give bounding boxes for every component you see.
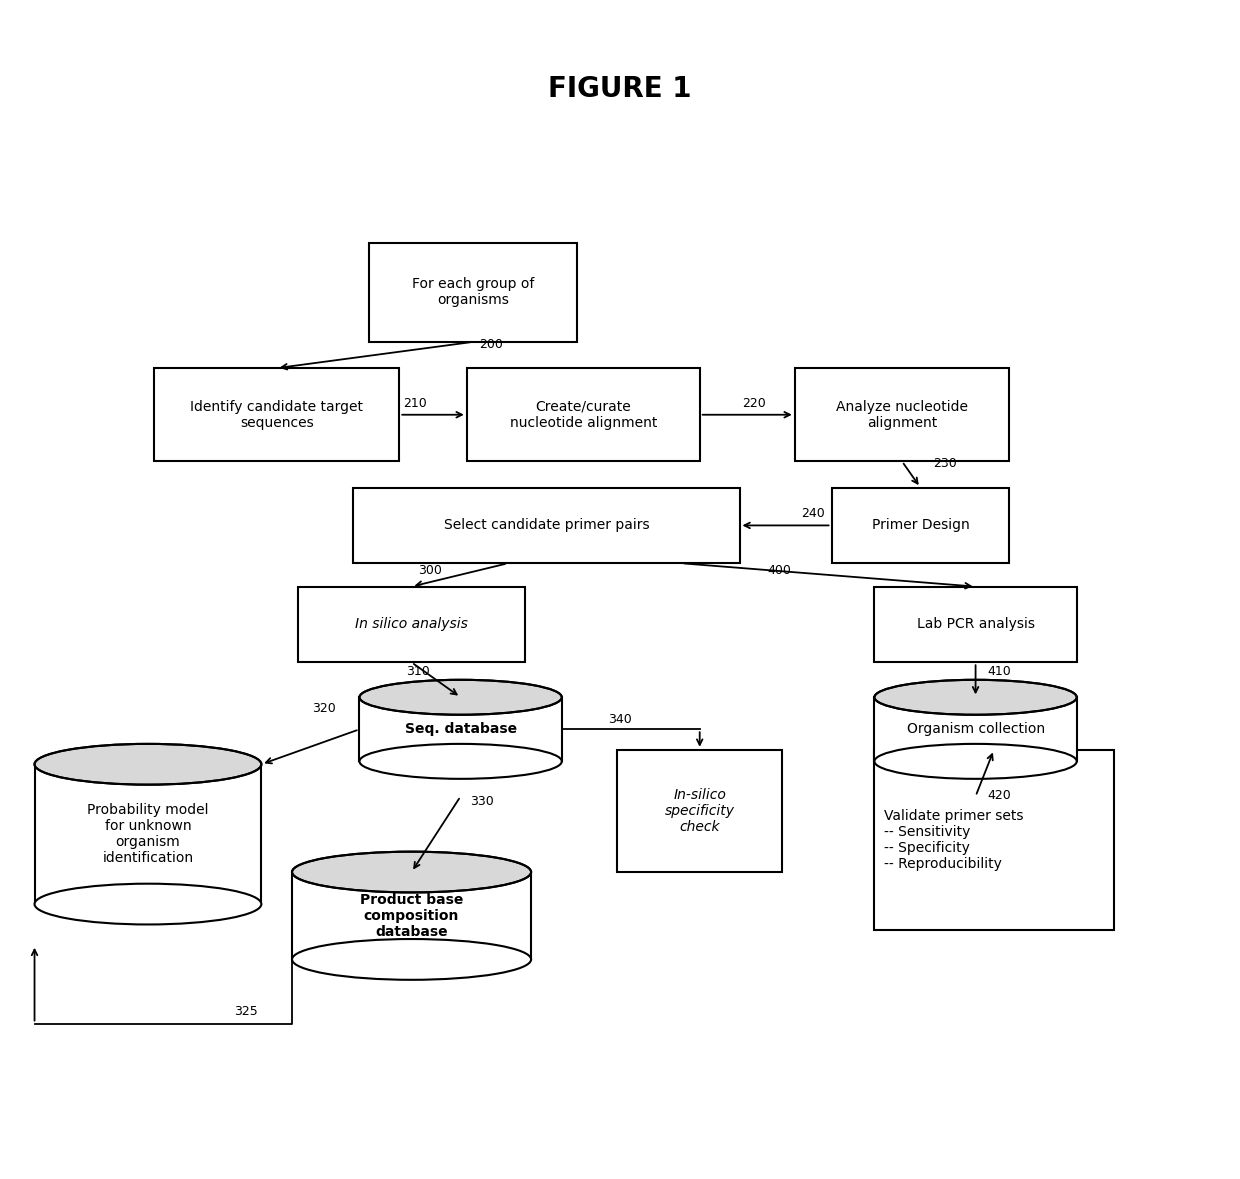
Text: Product base
composition
database: Product base composition database — [360, 893, 464, 938]
FancyBboxPatch shape — [353, 488, 739, 564]
Text: Identify candidate target
sequences: Identify candidate target sequences — [190, 400, 363, 430]
Ellipse shape — [35, 744, 262, 785]
Text: In-silico
specificity
check: In-silico specificity check — [665, 788, 734, 834]
Text: 310: 310 — [407, 665, 430, 678]
Text: Analyze nucleotide
alignment: Analyze nucleotide alignment — [836, 400, 968, 430]
FancyBboxPatch shape — [874, 750, 1114, 930]
Ellipse shape — [291, 938, 531, 980]
Text: Create/curate
nucleotide alignment: Create/curate nucleotide alignment — [510, 400, 657, 430]
FancyBboxPatch shape — [154, 368, 399, 461]
Text: In silico analysis: In silico analysis — [355, 618, 467, 632]
FancyBboxPatch shape — [618, 750, 782, 872]
Text: Select candidate primer pairs: Select candidate primer pairs — [444, 519, 650, 533]
Ellipse shape — [291, 851, 531, 893]
FancyBboxPatch shape — [360, 697, 562, 762]
FancyBboxPatch shape — [832, 488, 1009, 564]
Text: 330: 330 — [470, 795, 495, 808]
Text: 200: 200 — [479, 338, 503, 351]
Text: For each group of
organisms: For each group of organisms — [412, 277, 534, 308]
Ellipse shape — [874, 744, 1076, 779]
Text: 220: 220 — [743, 396, 766, 409]
Text: 410: 410 — [988, 665, 1012, 678]
Text: 320: 320 — [311, 702, 336, 714]
Text: 340: 340 — [609, 713, 632, 726]
FancyBboxPatch shape — [874, 697, 1076, 762]
Text: Probability model
for unknown
organism
identification: Probability model for unknown organism i… — [87, 803, 208, 865]
Text: 420: 420 — [988, 789, 1012, 802]
Text: 325: 325 — [234, 1005, 258, 1017]
Ellipse shape — [35, 884, 262, 924]
FancyBboxPatch shape — [466, 368, 699, 461]
Text: 230: 230 — [932, 457, 956, 470]
Ellipse shape — [874, 680, 1076, 714]
Text: Lab PCR analysis: Lab PCR analysis — [916, 618, 1034, 632]
Text: Validate primer sets
-- Sensitivity
-- Specificity
-- Reproducibility: Validate primer sets -- Sensitivity -- S… — [884, 809, 1024, 871]
FancyBboxPatch shape — [874, 587, 1076, 663]
Text: Organism collection: Organism collection — [906, 723, 1044, 737]
Ellipse shape — [360, 680, 562, 714]
Text: 300: 300 — [418, 565, 443, 578]
Text: 210: 210 — [403, 396, 427, 409]
Text: 240: 240 — [801, 507, 825, 520]
Text: FIGURE 1: FIGURE 1 — [548, 74, 692, 103]
Text: Seq. database: Seq. database — [404, 723, 517, 737]
FancyBboxPatch shape — [298, 587, 525, 663]
FancyBboxPatch shape — [291, 872, 531, 960]
FancyBboxPatch shape — [795, 368, 1009, 461]
Text: 400: 400 — [768, 565, 791, 578]
Ellipse shape — [360, 744, 562, 779]
Text: Primer Design: Primer Design — [872, 519, 970, 533]
FancyBboxPatch shape — [35, 764, 262, 904]
FancyBboxPatch shape — [368, 243, 577, 342]
